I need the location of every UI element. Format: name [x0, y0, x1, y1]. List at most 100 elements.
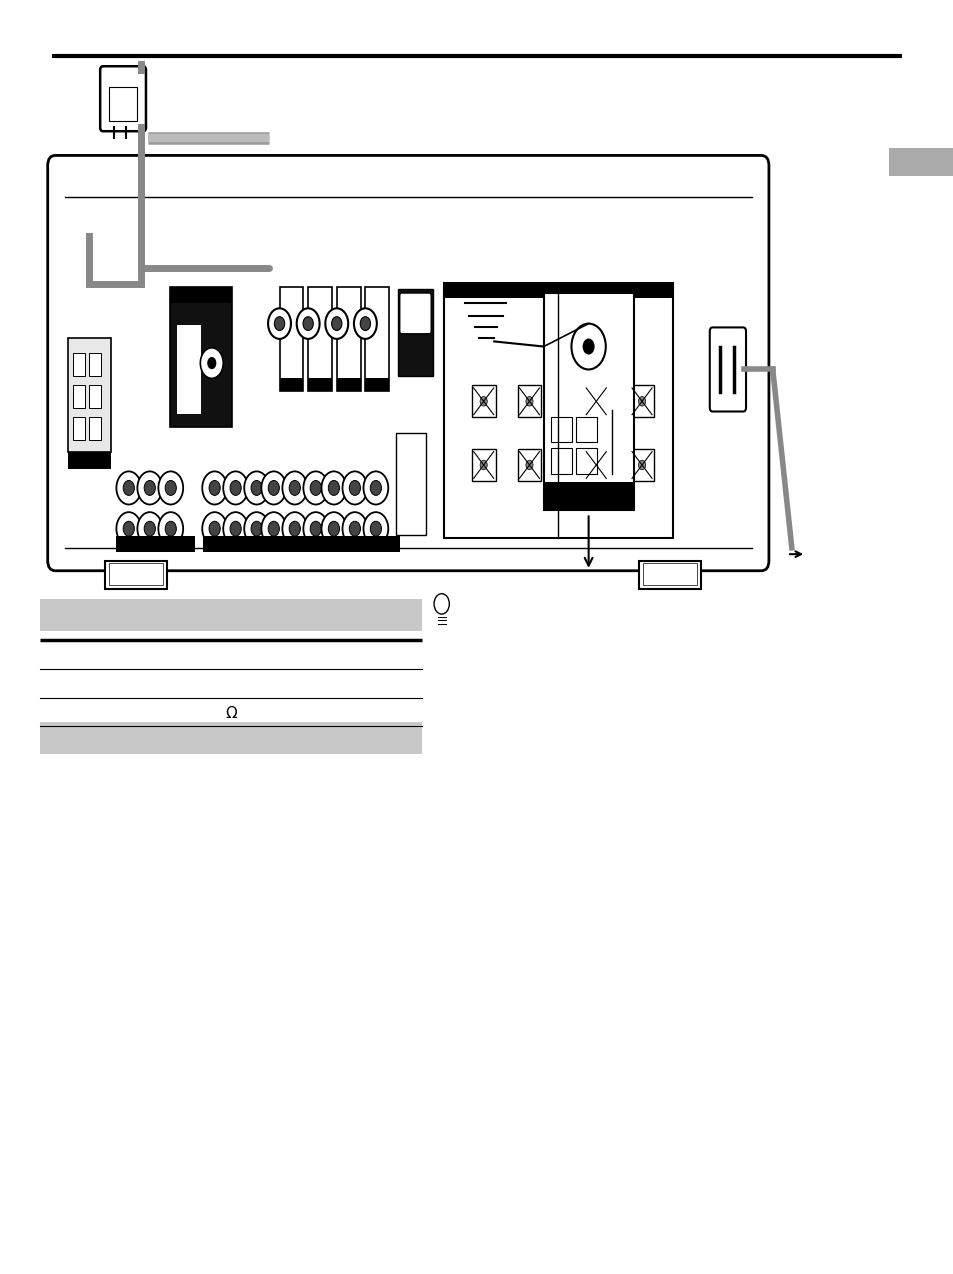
FancyBboxPatch shape [203, 536, 281, 552]
FancyBboxPatch shape [116, 536, 194, 552]
Circle shape [571, 324, 605, 369]
Circle shape [310, 480, 321, 496]
FancyBboxPatch shape [68, 452, 111, 469]
Circle shape [209, 521, 220, 536]
Circle shape [268, 521, 279, 536]
Circle shape [332, 317, 341, 330]
FancyBboxPatch shape [89, 353, 101, 376]
Circle shape [116, 471, 141, 505]
FancyBboxPatch shape [308, 378, 332, 391]
Circle shape [328, 521, 339, 536]
Circle shape [310, 521, 321, 536]
FancyBboxPatch shape [72, 353, 85, 376]
Circle shape [328, 480, 339, 496]
FancyBboxPatch shape [89, 417, 101, 440]
Circle shape [268, 480, 279, 496]
FancyBboxPatch shape [109, 87, 137, 121]
Circle shape [360, 317, 370, 330]
Circle shape [354, 308, 376, 339]
Circle shape [434, 594, 449, 614]
FancyBboxPatch shape [576, 417, 597, 442]
Circle shape [123, 480, 134, 496]
Circle shape [592, 396, 599, 406]
FancyBboxPatch shape [321, 536, 399, 552]
Circle shape [223, 471, 248, 505]
Circle shape [282, 512, 307, 545]
FancyBboxPatch shape [888, 148, 953, 176]
FancyBboxPatch shape [105, 561, 167, 589]
Circle shape [251, 480, 262, 496]
Circle shape [582, 339, 594, 354]
Circle shape [525, 460, 533, 470]
Circle shape [268, 308, 291, 339]
Circle shape [289, 480, 300, 496]
FancyBboxPatch shape [336, 287, 360, 391]
FancyBboxPatch shape [170, 287, 232, 427]
Circle shape [200, 348, 223, 378]
Circle shape [370, 521, 381, 536]
FancyBboxPatch shape [471, 385, 496, 418]
Circle shape [638, 396, 645, 406]
FancyBboxPatch shape [40, 599, 421, 631]
FancyBboxPatch shape [395, 433, 426, 535]
Circle shape [116, 512, 141, 545]
Circle shape [144, 480, 155, 496]
Circle shape [303, 317, 313, 330]
Circle shape [638, 460, 645, 470]
FancyBboxPatch shape [517, 450, 541, 482]
Circle shape [71, 399, 97, 434]
Circle shape [325, 308, 348, 339]
Circle shape [303, 471, 328, 505]
Circle shape [244, 512, 269, 545]
Circle shape [479, 460, 487, 470]
FancyBboxPatch shape [365, 287, 389, 391]
Circle shape [209, 480, 220, 496]
FancyBboxPatch shape [40, 722, 421, 754]
Circle shape [207, 357, 216, 369]
Circle shape [137, 471, 162, 505]
Circle shape [321, 471, 346, 505]
Circle shape [342, 512, 367, 545]
FancyBboxPatch shape [279, 287, 303, 391]
FancyBboxPatch shape [583, 385, 608, 418]
FancyBboxPatch shape [72, 385, 85, 408]
FancyBboxPatch shape [170, 287, 232, 303]
FancyBboxPatch shape [443, 283, 672, 298]
Circle shape [282, 471, 307, 505]
FancyBboxPatch shape [100, 66, 146, 131]
Circle shape [321, 512, 346, 545]
Circle shape [525, 396, 533, 406]
FancyBboxPatch shape [709, 327, 745, 412]
Circle shape [223, 512, 248, 545]
Circle shape [144, 521, 155, 536]
FancyBboxPatch shape [72, 417, 85, 440]
Circle shape [165, 521, 176, 536]
FancyBboxPatch shape [639, 561, 700, 589]
Circle shape [261, 471, 286, 505]
FancyBboxPatch shape [365, 378, 389, 391]
Circle shape [370, 480, 381, 496]
FancyBboxPatch shape [109, 563, 163, 585]
FancyBboxPatch shape [397, 289, 433, 376]
FancyBboxPatch shape [336, 378, 360, 391]
FancyBboxPatch shape [48, 155, 768, 571]
Text: Ω: Ω [225, 706, 236, 721]
FancyBboxPatch shape [471, 450, 496, 482]
FancyBboxPatch shape [576, 448, 597, 474]
Circle shape [137, 512, 162, 545]
Circle shape [78, 409, 90, 424]
Circle shape [244, 471, 269, 505]
Circle shape [123, 521, 134, 536]
FancyBboxPatch shape [177, 325, 201, 414]
FancyBboxPatch shape [89, 385, 101, 408]
FancyBboxPatch shape [279, 378, 303, 391]
Circle shape [261, 512, 286, 545]
FancyBboxPatch shape [543, 293, 634, 510]
FancyBboxPatch shape [308, 287, 332, 391]
FancyBboxPatch shape [399, 293, 431, 334]
Circle shape [158, 471, 183, 505]
Circle shape [289, 521, 300, 536]
FancyBboxPatch shape [443, 283, 672, 538]
FancyBboxPatch shape [583, 450, 608, 482]
FancyBboxPatch shape [543, 482, 634, 510]
